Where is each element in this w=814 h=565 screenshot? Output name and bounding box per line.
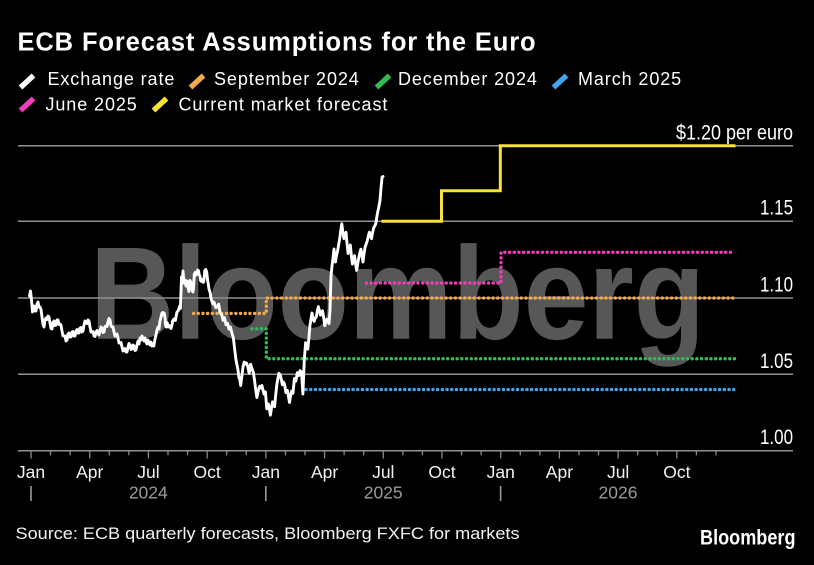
svg-text:1.05: 1.05 bbox=[760, 350, 793, 373]
svg-text:1.00: 1.00 bbox=[760, 426, 793, 449]
svg-text:March 2025: March 2025 bbox=[578, 69, 682, 89]
svg-text:Apr: Apr bbox=[546, 462, 573, 482]
svg-text:Apr: Apr bbox=[76, 462, 103, 482]
svg-text:September 2024: September 2024 bbox=[214, 69, 360, 89]
svg-text:1.15: 1.15 bbox=[760, 197, 793, 220]
svg-text:ECB Forecast Assumptions for t: ECB Forecast Assumptions for the Euro bbox=[18, 28, 537, 56]
svg-text:Source: ECB quarterly forecast: Source: ECB quarterly forecasts, Bloombe… bbox=[16, 524, 520, 543]
svg-text:2024: 2024 bbox=[129, 483, 168, 503]
svg-text:Oct: Oct bbox=[194, 462, 221, 482]
svg-text:1.10: 1.10 bbox=[760, 274, 793, 297]
svg-text:$1.20 per euro: $1.20 per euro bbox=[676, 121, 793, 144]
svg-text:Oct: Oct bbox=[428, 462, 455, 482]
svg-text:Jul: Jul bbox=[137, 462, 159, 482]
svg-text:Exchange rate: Exchange rate bbox=[48, 69, 176, 89]
svg-text:Apr: Apr bbox=[311, 462, 338, 482]
svg-text:Jul: Jul bbox=[607, 462, 629, 482]
svg-text:Jan: Jan bbox=[17, 462, 45, 482]
svg-text:Jan: Jan bbox=[252, 462, 280, 482]
svg-text:June 2025: June 2025 bbox=[46, 94, 138, 114]
svg-text:Oct: Oct bbox=[663, 462, 690, 482]
svg-text:December 2024: December 2024 bbox=[398, 69, 538, 89]
svg-text:Jul: Jul bbox=[372, 462, 394, 482]
svg-text:Jan: Jan bbox=[487, 462, 515, 482]
svg-text:2026: 2026 bbox=[599, 483, 638, 503]
svg-text:Bloomberg: Bloomberg bbox=[700, 526, 796, 550]
svg-text:Current market forecast: Current market forecast bbox=[179, 94, 389, 114]
svg-text:2025: 2025 bbox=[364, 483, 403, 503]
